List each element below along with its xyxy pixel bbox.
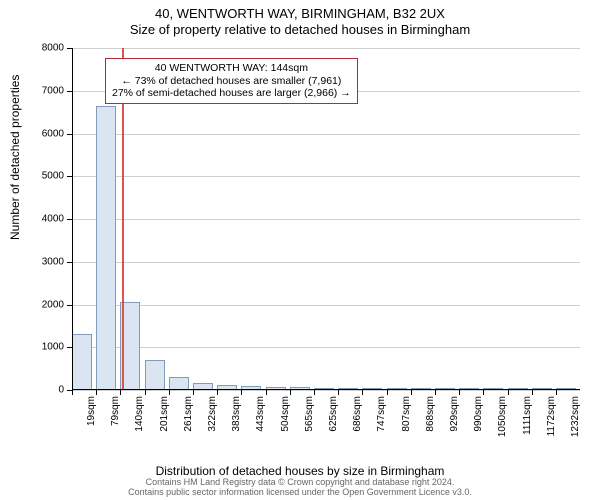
y-tick-label: 2000: [42, 299, 72, 310]
x-tick-label: 504sqm: [278, 390, 291, 446]
title-line-2: Size of property relative to detached ho…: [0, 22, 600, 38]
callout-line-2: ← 73% of detached houses are smaller (7,…: [112, 75, 351, 88]
x-tick-label: 1232sqm: [568, 390, 581, 446]
x-tick-mark: [217, 390, 218, 395]
x-tick-label: 261sqm: [181, 390, 194, 446]
y-tick-label: 7000: [42, 85, 72, 96]
y-tick-label: 6000: [42, 128, 72, 139]
x-tick-mark: [338, 390, 339, 395]
x-tick-label: 1111sqm: [520, 390, 533, 446]
grid-line: [72, 305, 580, 306]
x-tick-label: 19sqm: [84, 390, 97, 446]
x-tick-mark: [96, 390, 97, 395]
x-tick-mark: [241, 390, 242, 395]
grid-line: [72, 347, 580, 348]
x-tick-label: 1172sqm: [544, 390, 557, 446]
x-tick-mark: [266, 390, 267, 395]
footer-attribution: Contains HM Land Registry data © Crown c…: [0, 478, 600, 498]
x-tick-label: 79sqm: [108, 390, 121, 446]
y-tick-label: 0: [58, 385, 72, 396]
y-tick-label: 1000: [42, 342, 72, 353]
x-tick-label: 565sqm: [302, 390, 315, 446]
x-axis-label: Distribution of detached houses by size …: [0, 464, 600, 478]
grid-line: [72, 176, 580, 177]
x-tick-mark: [435, 390, 436, 395]
x-tick-label: 686sqm: [350, 390, 363, 446]
x-tick-mark: [145, 390, 146, 395]
y-tick-label: 3000: [42, 256, 72, 267]
x-tick-mark: [483, 390, 484, 395]
y-axis-label: Number of detached properties: [8, 75, 22, 240]
histogram-bar: [145, 360, 165, 390]
x-axis-line: [72, 389, 580, 390]
callout-line-3: 27% of semi-detached houses are larger (…: [112, 87, 351, 100]
x-tick-label: 1050sqm: [495, 390, 508, 446]
x-tick-label: 140sqm: [132, 390, 145, 446]
x-tick-mark: [362, 390, 363, 395]
x-tick-label: 990sqm: [471, 390, 484, 446]
x-tick-label: 322sqm: [205, 390, 218, 446]
y-tick-label: 4000: [42, 214, 72, 225]
histogram-bar: [96, 106, 116, 390]
x-tick-mark: [72, 390, 73, 395]
grid-line: [72, 262, 580, 263]
chart-title: 40, WENTWORTH WAY, BIRMINGHAM, B32 2UX S…: [0, 0, 600, 39]
x-tick-mark: [508, 390, 509, 395]
x-tick-mark: [556, 390, 557, 395]
y-axis-line: [72, 48, 73, 390]
x-tick-mark: [193, 390, 194, 395]
x-tick-mark: [290, 390, 291, 395]
grid-line: [72, 48, 580, 49]
y-tick-label: 5000: [42, 171, 72, 182]
chart-container: { "title_line1": "40, WENTWORTH WAY, BIR…: [0, 0, 600, 500]
footer-line-2: Contains public sector information licen…: [0, 488, 600, 498]
callout-box: 40 WENTWORTH WAY: 144sqm ← 73% of detach…: [105, 58, 358, 104]
x-tick-label: 929sqm: [447, 390, 460, 446]
x-tick-mark: [459, 390, 460, 395]
x-tick-label: 868sqm: [423, 390, 436, 446]
x-tick-label: 807sqm: [399, 390, 412, 446]
x-tick-mark: [314, 390, 315, 395]
x-tick-mark: [120, 390, 121, 395]
y-tick-label: 8000: [42, 43, 72, 54]
x-tick-mark: [411, 390, 412, 395]
x-tick-mark: [387, 390, 388, 395]
x-tick-mark: [169, 390, 170, 395]
x-tick-label: 443sqm: [253, 390, 266, 446]
x-tick-mark: [532, 390, 533, 395]
grid-line: [72, 219, 580, 220]
histogram-bar: [72, 334, 92, 390]
x-tick-label: 383sqm: [229, 390, 242, 446]
x-tick-label: 625sqm: [326, 390, 339, 446]
x-tick-label: 201sqm: [157, 390, 170, 446]
x-tick-label: 747sqm: [374, 390, 387, 446]
callout-line-1: 40 WENTWORTH WAY: 144sqm: [112, 62, 351, 75]
grid-line: [72, 134, 580, 135]
title-line-1: 40, WENTWORTH WAY, BIRMINGHAM, B32 2UX: [0, 6, 600, 22]
